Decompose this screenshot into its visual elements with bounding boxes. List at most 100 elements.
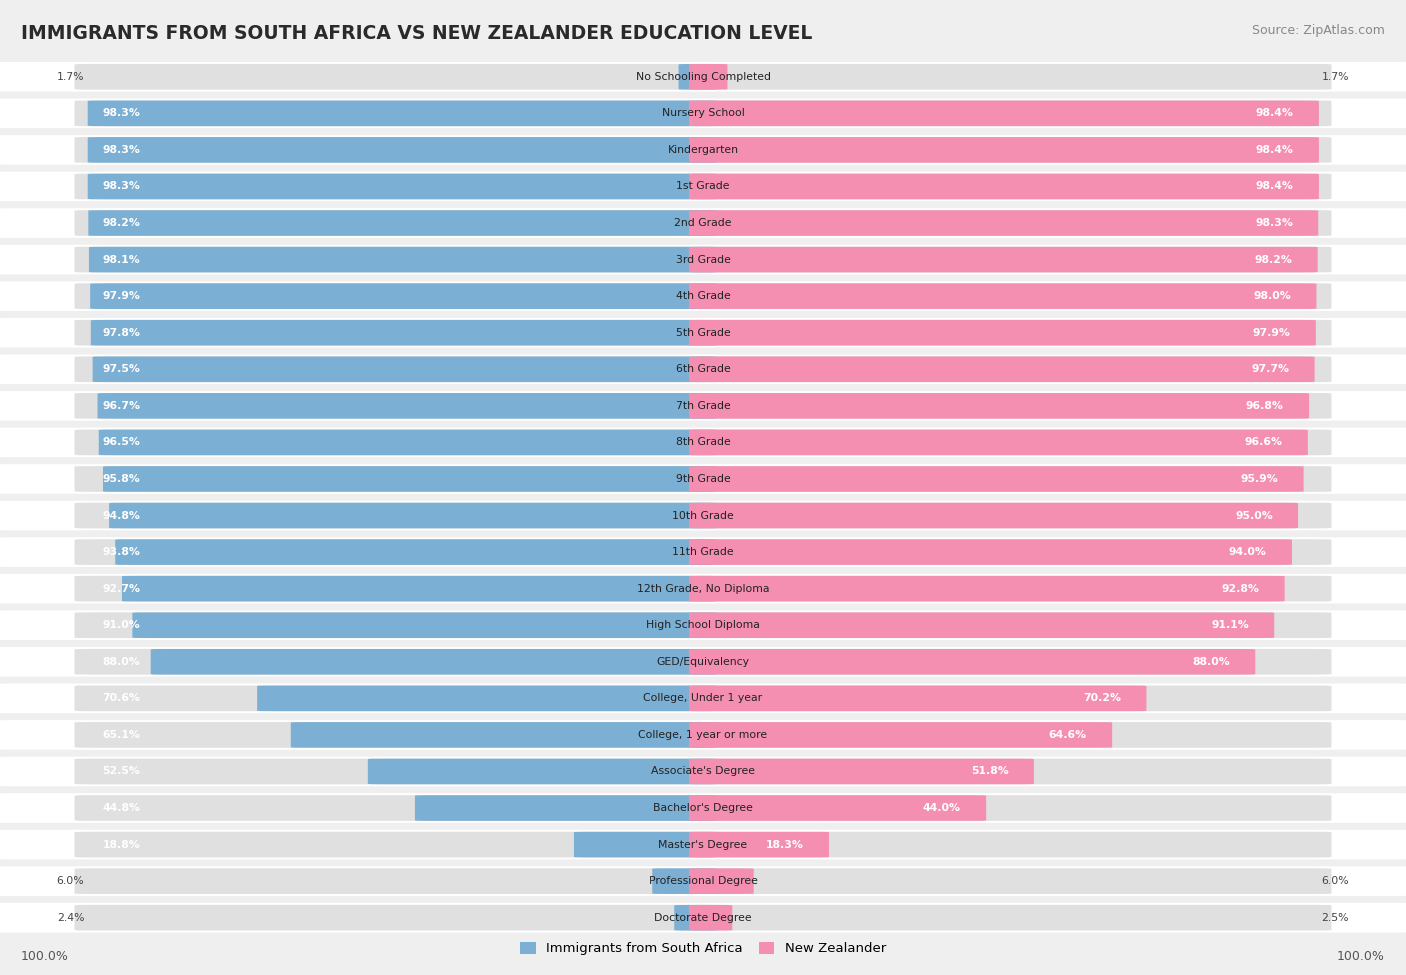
Text: 8th Grade: 8th Grade	[676, 438, 730, 448]
Text: 93.8%: 93.8%	[103, 547, 141, 557]
FancyBboxPatch shape	[0, 721, 1406, 750]
FancyBboxPatch shape	[689, 905, 733, 930]
Text: 2.4%: 2.4%	[56, 913, 84, 922]
FancyBboxPatch shape	[75, 174, 1331, 199]
FancyBboxPatch shape	[0, 318, 1406, 347]
FancyBboxPatch shape	[75, 430, 1331, 455]
Text: 10th Grade: 10th Grade	[672, 511, 734, 521]
FancyBboxPatch shape	[0, 647, 1406, 677]
FancyBboxPatch shape	[689, 466, 1303, 491]
FancyBboxPatch shape	[0, 574, 1406, 604]
Text: 18.8%: 18.8%	[103, 839, 141, 849]
FancyBboxPatch shape	[0, 501, 1406, 530]
Text: GED/Equivalency: GED/Equivalency	[657, 657, 749, 667]
FancyBboxPatch shape	[75, 722, 1331, 748]
Text: 65.1%: 65.1%	[103, 730, 141, 740]
Text: 6.0%: 6.0%	[1322, 877, 1350, 886]
Text: 70.2%: 70.2%	[1083, 693, 1121, 703]
FancyBboxPatch shape	[689, 796, 986, 821]
Text: Source: ZipAtlas.com: Source: ZipAtlas.com	[1251, 24, 1385, 37]
Text: 97.9%: 97.9%	[1253, 328, 1291, 337]
FancyBboxPatch shape	[689, 759, 1033, 784]
Text: 97.9%: 97.9%	[103, 292, 141, 301]
FancyBboxPatch shape	[75, 796, 1331, 821]
Text: 9th Grade: 9th Grade	[676, 474, 730, 484]
Text: Doctorate Degree: Doctorate Degree	[654, 913, 752, 922]
Text: 6.0%: 6.0%	[56, 877, 84, 886]
FancyBboxPatch shape	[689, 393, 1309, 418]
FancyBboxPatch shape	[90, 284, 717, 309]
FancyBboxPatch shape	[689, 174, 1319, 199]
FancyBboxPatch shape	[689, 649, 1256, 675]
Text: 70.6%: 70.6%	[103, 693, 141, 703]
Text: 97.7%: 97.7%	[1251, 365, 1289, 374]
Text: College, Under 1 year: College, Under 1 year	[644, 693, 762, 703]
Text: Associate's Degree: Associate's Degree	[651, 766, 755, 776]
Text: 88.0%: 88.0%	[1192, 657, 1230, 667]
Text: 92.7%: 92.7%	[103, 584, 141, 594]
Text: 100.0%: 100.0%	[21, 951, 69, 963]
FancyBboxPatch shape	[652, 869, 717, 894]
FancyBboxPatch shape	[75, 576, 1331, 602]
FancyBboxPatch shape	[689, 357, 1315, 382]
FancyBboxPatch shape	[75, 685, 1331, 711]
Text: 91.1%: 91.1%	[1211, 620, 1249, 630]
FancyBboxPatch shape	[675, 905, 717, 930]
FancyBboxPatch shape	[0, 209, 1406, 238]
Text: 98.2%: 98.2%	[103, 218, 141, 228]
FancyBboxPatch shape	[87, 100, 717, 126]
FancyBboxPatch shape	[75, 64, 1331, 90]
Text: IMMIGRANTS FROM SOUTH AFRICA VS NEW ZEALANDER EDUCATION LEVEL: IMMIGRANTS FROM SOUTH AFRICA VS NEW ZEAL…	[21, 24, 813, 43]
FancyBboxPatch shape	[689, 503, 1298, 528]
FancyBboxPatch shape	[415, 796, 717, 821]
Text: 98.4%: 98.4%	[1256, 108, 1294, 118]
FancyBboxPatch shape	[689, 832, 830, 857]
FancyBboxPatch shape	[0, 794, 1406, 823]
Text: 97.8%: 97.8%	[103, 328, 141, 337]
FancyBboxPatch shape	[0, 172, 1406, 201]
FancyBboxPatch shape	[0, 683, 1406, 713]
Text: 98.3%: 98.3%	[103, 181, 141, 191]
FancyBboxPatch shape	[75, 100, 1331, 126]
FancyBboxPatch shape	[689, 320, 1316, 345]
Text: Professional Degree: Professional Degree	[648, 877, 758, 886]
Text: 1.7%: 1.7%	[1322, 72, 1350, 82]
Text: High School Diploma: High School Diploma	[647, 620, 759, 630]
FancyBboxPatch shape	[122, 576, 717, 602]
FancyBboxPatch shape	[75, 211, 1331, 236]
Text: 97.5%: 97.5%	[103, 365, 141, 374]
FancyBboxPatch shape	[110, 503, 717, 528]
Text: Bachelor's Degree: Bachelor's Degree	[652, 803, 754, 813]
FancyBboxPatch shape	[75, 905, 1331, 930]
Text: 96.6%: 96.6%	[1244, 438, 1282, 448]
FancyBboxPatch shape	[115, 539, 717, 565]
FancyBboxPatch shape	[689, 539, 1292, 565]
FancyBboxPatch shape	[89, 247, 717, 272]
Text: 98.3%: 98.3%	[103, 108, 141, 118]
FancyBboxPatch shape	[689, 722, 1112, 748]
FancyBboxPatch shape	[0, 355, 1406, 384]
FancyBboxPatch shape	[0, 282, 1406, 311]
FancyBboxPatch shape	[679, 64, 717, 90]
FancyBboxPatch shape	[689, 100, 1319, 126]
Text: 5th Grade: 5th Grade	[676, 328, 730, 337]
FancyBboxPatch shape	[368, 759, 717, 784]
Text: 98.2%: 98.2%	[1254, 254, 1292, 264]
Text: 98.4%: 98.4%	[1256, 145, 1294, 155]
Text: 51.8%: 51.8%	[970, 766, 1008, 776]
FancyBboxPatch shape	[0, 830, 1406, 859]
FancyBboxPatch shape	[0, 62, 1406, 92]
Text: 2.5%: 2.5%	[1322, 913, 1350, 922]
Text: 95.8%: 95.8%	[103, 474, 141, 484]
Text: 98.3%: 98.3%	[1256, 218, 1294, 228]
FancyBboxPatch shape	[75, 284, 1331, 309]
FancyBboxPatch shape	[87, 137, 717, 163]
FancyBboxPatch shape	[87, 174, 717, 199]
FancyBboxPatch shape	[0, 464, 1406, 493]
FancyBboxPatch shape	[689, 211, 1319, 236]
Text: 91.0%: 91.0%	[103, 620, 141, 630]
FancyBboxPatch shape	[689, 869, 754, 894]
FancyBboxPatch shape	[0, 98, 1406, 128]
FancyBboxPatch shape	[97, 393, 717, 418]
Text: College, 1 year or more: College, 1 year or more	[638, 730, 768, 740]
